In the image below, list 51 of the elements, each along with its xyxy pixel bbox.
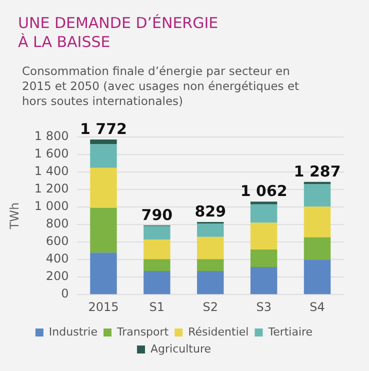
chart-subtitle: Consommation finale d’énergie par secteur en 2015 et 2050 (avec usages non énergétiques et hors soutes internationales) [22, 64, 300, 109]
x-tick-label: S2 [202, 300, 218, 314]
bar [304, 237, 331, 260]
bar [250, 202, 278, 204]
bar [90, 144, 117, 168]
bar [197, 236, 224, 260]
y-tick-label: 1 000 [34, 199, 69, 214]
legend-label: Agriculture [150, 342, 212, 356]
total-label: 1 287 [294, 162, 341, 180]
bar [197, 270, 224, 294]
total-label: 1 772 [80, 120, 127, 138]
bar [304, 182, 331, 184]
bar [90, 168, 117, 208]
bar [304, 206, 331, 238]
x-tick-label: S3 [256, 300, 272, 314]
legend-label: Transport [116, 325, 170, 338]
x-tick-label: S4 [310, 300, 325, 314]
legend-label: Tertiaire [267, 325, 313, 338]
total-label: 1 062 [240, 182, 288, 200]
total-label: 829 [194, 202, 226, 220]
legend-label: Résidentiel [188, 325, 249, 338]
y-tick-label: 1 600 [34, 146, 69, 161]
bar [90, 252, 117, 294]
chart-title: UNE DEMANDE D’ÉNERGIE À LA BAISSE [18, 14, 218, 52]
y-tick-label: 800 [46, 216, 69, 231]
bar [250, 250, 278, 268]
bar [90, 139, 117, 144]
x-tick-label: S1 [149, 300, 165, 314]
bar [90, 208, 117, 253]
y-tick-label: 1 200 [34, 182, 69, 196]
bar [304, 260, 331, 294]
y-tick-label: 200 [46, 269, 69, 284]
bar [144, 270, 170, 294]
y-tick-label: 1 800 [34, 129, 69, 144]
y-axis-title: TWh [7, 202, 22, 230]
bar [144, 239, 170, 260]
y-tick-label: 400 [46, 252, 69, 266]
bar [250, 267, 278, 294]
y-tick-label: 0 [61, 286, 69, 301]
legend-label: Industrie [48, 325, 98, 338]
bar [250, 222, 278, 250]
bar [197, 259, 224, 271]
y-tick-label: 600 [46, 234, 69, 248]
bar [250, 204, 278, 223]
bar [197, 224, 224, 237]
total-label: 790 [141, 206, 173, 224]
bar [144, 226, 170, 240]
x-tick-label: 2015 [88, 300, 119, 314]
bar [144, 259, 170, 271]
bar [304, 184, 331, 207]
y-tick-label: 1 400 [34, 164, 69, 178]
